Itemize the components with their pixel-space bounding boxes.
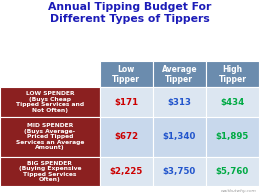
Text: $1,895: $1,895 bbox=[216, 132, 249, 141]
Bar bbox=[206, 87, 259, 117]
Bar bbox=[153, 157, 206, 186]
Bar bbox=[153, 61, 206, 87]
Text: Low
Tipper: Low Tipper bbox=[112, 64, 140, 84]
Bar bbox=[206, 117, 259, 157]
Text: $2,225: $2,225 bbox=[110, 167, 143, 176]
Bar bbox=[100, 157, 153, 186]
Text: $313: $313 bbox=[167, 98, 191, 107]
Text: $672: $672 bbox=[114, 132, 138, 141]
Text: $3,750: $3,750 bbox=[163, 167, 196, 176]
Text: BIG SPENDER
(Buying Expensive
Tipped Services
Often): BIG SPENDER (Buying Expensive Tipped Ser… bbox=[19, 161, 81, 182]
Bar bbox=[206, 157, 259, 186]
Bar bbox=[0, 87, 100, 117]
Text: High
Tipper: High Tipper bbox=[218, 64, 247, 84]
Text: LOW SPENDER
(Buys Cheap
Tipped Services and
Not Often): LOW SPENDER (Buys Cheap Tipped Services … bbox=[16, 91, 84, 113]
Text: $5,760: $5,760 bbox=[216, 167, 249, 176]
Text: Annual Tipping Budget For
Different Types of Tippers: Annual Tipping Budget For Different Type… bbox=[48, 2, 211, 24]
Bar bbox=[100, 61, 153, 87]
Bar bbox=[153, 87, 206, 117]
Text: Average
Tipper: Average Tipper bbox=[162, 64, 197, 84]
Text: $1,340: $1,340 bbox=[163, 132, 196, 141]
Bar bbox=[100, 117, 153, 157]
Text: $171: $171 bbox=[114, 98, 138, 107]
Bar bbox=[0, 117, 100, 157]
Text: $434: $434 bbox=[220, 98, 244, 107]
Bar bbox=[0, 157, 100, 186]
Bar bbox=[100, 87, 153, 117]
Text: MID SPENDER
(Buys Average-
Priced Tipped
Services an Average
Amount): MID SPENDER (Buys Average- Priced Tipped… bbox=[16, 123, 84, 151]
Bar bbox=[153, 117, 206, 157]
Text: waitbutwhy.com: waitbutwhy.com bbox=[221, 189, 256, 193]
Bar bbox=[206, 61, 259, 87]
